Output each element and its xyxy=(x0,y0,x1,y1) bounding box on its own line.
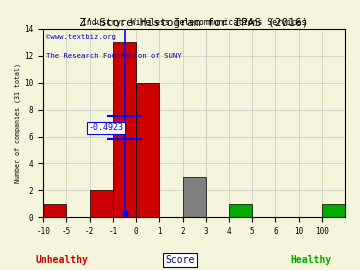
Bar xyxy=(322,204,345,217)
Title: Z’-Score Histogram for IPAS (2016): Z’-Score Histogram for IPAS (2016) xyxy=(79,18,309,28)
Bar xyxy=(113,42,136,217)
Text: Industry: Wireless Telecommunications Services: Industry: Wireless Telecommunications Se… xyxy=(82,18,306,27)
Bar xyxy=(136,83,159,217)
Bar xyxy=(229,204,252,217)
Text: Score: Score xyxy=(165,255,195,265)
Text: Unhealthy: Unhealthy xyxy=(36,255,89,265)
Bar xyxy=(183,177,206,217)
Y-axis label: Number of companies (31 total): Number of companies (31 total) xyxy=(15,63,22,183)
Bar xyxy=(90,190,113,217)
Text: Healthy: Healthy xyxy=(290,255,331,265)
Text: -0.4923: -0.4923 xyxy=(89,123,123,132)
Bar xyxy=(43,204,67,217)
Text: The Research Foundation of SUNY: The Research Foundation of SUNY xyxy=(46,53,182,59)
Text: ©www.textbiz.org: ©www.textbiz.org xyxy=(46,35,116,40)
